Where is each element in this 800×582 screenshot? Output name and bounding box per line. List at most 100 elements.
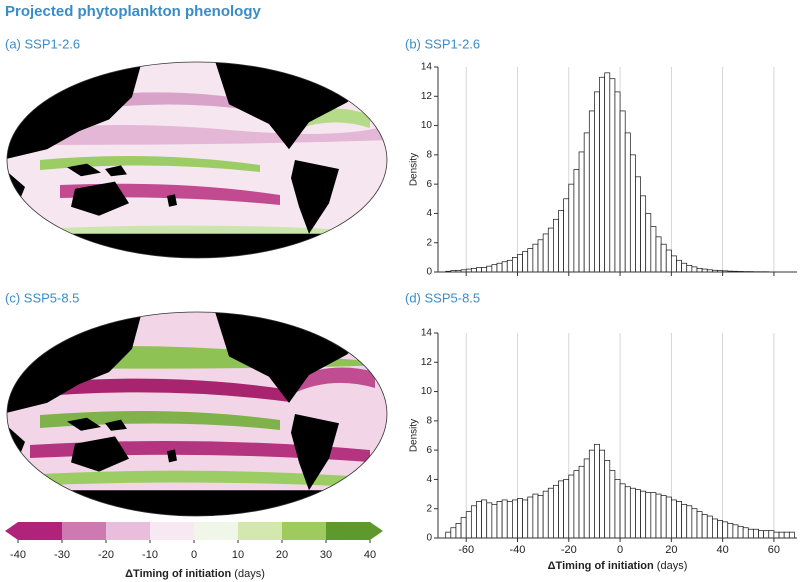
- y-tick-label: 0: [426, 533, 432, 544]
- y-tick-label: 14: [421, 328, 433, 339]
- bar: [445, 531, 452, 539]
- bar: [578, 151, 585, 273]
- bar: [481, 499, 488, 539]
- bar: [686, 265, 693, 273]
- bar: [635, 176, 641, 273]
- bar: [691, 266, 698, 273]
- bar: [768, 530, 775, 539]
- bar: [476, 267, 482, 273]
- y-tick-label: 14: [421, 62, 433, 73]
- y-tick-label: 10: [421, 386, 433, 397]
- panel-title: (b) SSP1-2.6: [405, 36, 480, 51]
- x-axis-label-name: ΔTiming of initiation: [548, 560, 654, 572]
- panel-title: (d) SSP5-8.5: [405, 290, 480, 305]
- bar: [594, 443, 600, 539]
- panel-title: (c) SSP5-8.5: [5, 290, 79, 305]
- bar: [778, 531, 785, 539]
- bar: [696, 511, 703, 539]
- bar: [747, 528, 754, 539]
- bar: [712, 518, 718, 539]
- bar: [496, 262, 503, 273]
- x-tick-label: -40: [510, 544, 526, 556]
- bar: [640, 195, 647, 273]
- bar: [588, 449, 595, 539]
- bar: [742, 527, 749, 539]
- bar: [681, 262, 688, 273]
- bar: [583, 132, 590, 273]
- y-tick-label: 4: [426, 474, 432, 485]
- bar: [681, 503, 688, 539]
- colorbar-tick-label: 10: [232, 549, 244, 561]
- bar: [599, 449, 606, 539]
- bar: [670, 255, 677, 273]
- bar: [486, 502, 493, 539]
- bar: [481, 267, 488, 273]
- bar: [670, 499, 677, 539]
- bar: [547, 227, 554, 273]
- bar: [486, 265, 493, 273]
- bar: [506, 259, 513, 273]
- bar: [732, 524, 739, 539]
- bar: [686, 505, 693, 539]
- map-outline: [6, 311, 388, 517]
- y-tick-label: 10: [421, 120, 433, 131]
- bar: [788, 531, 795, 539]
- bar: [542, 233, 549, 273]
- colorbar-tick-label: 40: [364, 549, 376, 561]
- bar: [532, 493, 539, 539]
- bar: [619, 483, 626, 539]
- bar: [537, 239, 544, 273]
- bar: [717, 520, 723, 539]
- colorbar-swatch: [150, 522, 195, 540]
- bar: [553, 218, 559, 273]
- bar: [604, 72, 611, 273]
- bar: [563, 479, 570, 539]
- colorbar-swatch: [238, 522, 283, 540]
- x-axis-label-unit: (days): [657, 560, 688, 572]
- y-tick-label: 2: [426, 503, 432, 514]
- bar: [604, 460, 611, 539]
- bar: [660, 495, 667, 539]
- colorbar-arrow: [370, 522, 383, 540]
- bar: [645, 492, 652, 539]
- y-tick-label: 8: [426, 149, 432, 160]
- bar: [553, 484, 559, 539]
- bar: [455, 523, 462, 539]
- colorbar-swatch: [194, 522, 239, 540]
- bar: [450, 527, 457, 539]
- y-tick-label: 12: [421, 91, 433, 102]
- bar: [665, 249, 672, 273]
- bar: [573, 470, 580, 539]
- colorbar-label-name: ΔTiming of initiation: [125, 568, 231, 580]
- bar: [691, 508, 698, 539]
- bar: [547, 487, 554, 539]
- bar: [609, 78, 616, 273]
- bar: [470, 267, 477, 273]
- bar: [773, 531, 780, 539]
- colorbar-arrow: [5, 522, 18, 540]
- bar: [624, 132, 631, 273]
- map-c: [7, 312, 387, 516]
- panel-title: (a) SSP1-2.6: [5, 36, 80, 51]
- bar: [676, 501, 682, 539]
- bar: [563, 198, 570, 273]
- bar: [650, 226, 657, 273]
- bar: [614, 91, 621, 273]
- bar: [635, 489, 641, 539]
- bar: [522, 499, 529, 539]
- y-tick-label: 6: [426, 445, 432, 456]
- colorbar-tick-label: -10: [142, 549, 158, 561]
- bar: [517, 254, 523, 273]
- colorbar-tick-label: -30: [54, 549, 70, 561]
- bar: [501, 499, 508, 539]
- bar: [676, 259, 682, 273]
- colorbar-tick-label: 0: [191, 549, 197, 561]
- bar: [558, 480, 564, 539]
- colorbar-tick-label: -40: [10, 549, 26, 561]
- bar: [655, 236, 662, 273]
- y-tick-label: 2: [426, 237, 432, 248]
- colorbar-swatch: [106, 522, 151, 540]
- x-tick-label: 20: [665, 544, 677, 556]
- bar: [491, 264, 498, 273]
